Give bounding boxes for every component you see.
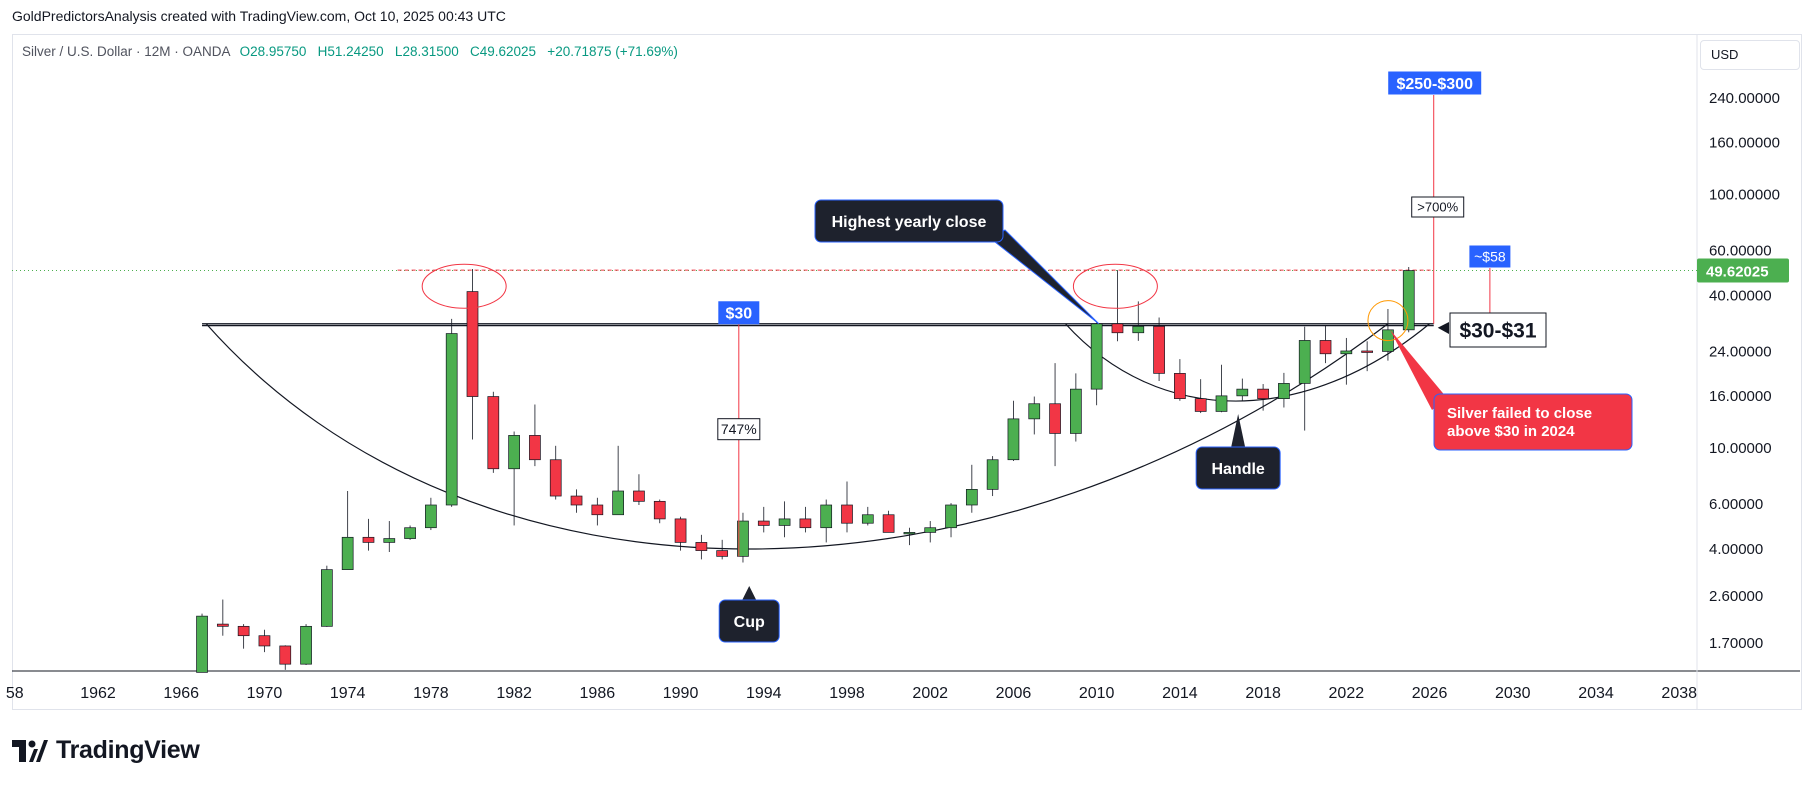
chart-attribution: GoldPredictorsAnalysis created with Trad… — [12, 8, 506, 24]
currency-selector[interactable]: USD — [1700, 40, 1800, 70]
logo-text: TradingView — [56, 736, 200, 764]
tradingview-logo: TradingView — [12, 736, 200, 765]
ohlc-values: O28.95750 H51.24250 L28.31500 C49.62025 … — [239, 44, 678, 59]
chart-frame — [12, 34, 1802, 710]
symbol-name: Silver / U.S. Dollar · 12M · OANDA — [22, 44, 230, 59]
symbol-legend: Silver / U.S. Dollar · 12M · OANDA O28.9… — [22, 44, 678, 59]
tradingview-logo-icon — [12, 739, 48, 762]
